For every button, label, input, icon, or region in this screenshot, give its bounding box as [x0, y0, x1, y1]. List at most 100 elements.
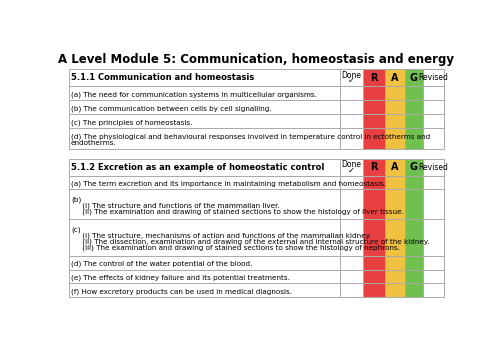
Text: (ii) The examination and drawing of stained sections to show the histology of li: (ii) The examination and drawing of stai… [71, 208, 404, 215]
Text: ✓: ✓ [348, 166, 355, 175]
Text: (e) The effects of kidney failure and its potential treatments.: (e) The effects of kidney failure and it… [71, 275, 290, 281]
Bar [423, 86, 444, 100]
Bar [68, 219, 444, 256]
Bar [68, 114, 444, 128]
Text: (f) How excretory products can be used in medical diagnosis.: (f) How excretory products can be used i… [71, 288, 292, 295]
Bar [405, 86, 423, 100]
Bar [340, 219, 363, 256]
Text: G: G [410, 73, 418, 83]
Bar [385, 175, 405, 190]
Bar [405, 114, 423, 128]
Bar [385, 283, 405, 297]
Text: (d) The physiological and behavioural responses involved in temperature control : (d) The physiological and behavioural re… [71, 134, 430, 140]
Bar [405, 190, 423, 219]
Bar [363, 128, 385, 149]
Text: R: R [370, 73, 378, 83]
Bar [423, 69, 444, 86]
Bar [363, 69, 385, 86]
Bar [405, 219, 423, 256]
Text: Done: Done [342, 71, 361, 80]
Bar [340, 175, 363, 190]
Bar [340, 100, 363, 114]
Bar [385, 114, 405, 128]
Bar [68, 100, 444, 114]
Bar [405, 256, 423, 269]
Text: (c) The principles of homeostasis.: (c) The principles of homeostasis. [71, 119, 192, 126]
Bar [423, 114, 444, 128]
Bar [405, 128, 423, 149]
Bar [340, 256, 363, 269]
Text: G: G [410, 162, 418, 172]
Text: ✓: ✓ [348, 76, 355, 85]
Bar [68, 158, 444, 175]
Bar [68, 269, 444, 283]
Bar [363, 158, 385, 175]
Bar [385, 69, 405, 86]
Bar [363, 269, 385, 283]
Bar [405, 283, 423, 297]
Bar [423, 128, 444, 149]
Bar [68, 283, 340, 297]
Bar [363, 190, 385, 219]
Bar [340, 158, 363, 175]
Text: (b) The communication between cells by cell signalling.: (b) The communication between cells by c… [71, 105, 272, 112]
Bar [363, 114, 385, 128]
Bar [68, 100, 340, 114]
Bar [423, 256, 444, 269]
Bar [405, 158, 423, 175]
Bar [423, 100, 444, 114]
Bar [340, 128, 363, 149]
Bar [68, 86, 444, 100]
Text: (i) The structure and functions of the mammalian liver.: (i) The structure and functions of the m… [71, 202, 280, 209]
Bar [68, 190, 444, 219]
Text: Revised: Revised [418, 163, 448, 172]
Bar [68, 219, 340, 256]
Bar [385, 219, 405, 256]
Text: (b): (b) [71, 197, 82, 203]
Bar [68, 158, 444, 175]
Bar [385, 158, 405, 175]
Text: (a) The term excretion and its importance in maintaining metabolism and homeosta: (a) The term excretion and its importanc… [71, 181, 386, 187]
Text: Revised: Revised [418, 73, 448, 82]
Bar [68, 114, 340, 128]
Text: (i) The structure, mechanisms of action and functions of the mammalian kidney.: (i) The structure, mechanisms of action … [71, 233, 371, 239]
Text: Done: Done [342, 160, 361, 169]
Bar [340, 69, 363, 86]
Text: (d) The control of the water potential of the blood.: (d) The control of the water potential o… [71, 261, 252, 267]
Bar [68, 128, 444, 149]
Bar [68, 256, 340, 269]
Bar [405, 175, 423, 190]
Text: (a) The need for communication systems in multicellular organisms.: (a) The need for communication systems i… [71, 91, 317, 98]
Bar [385, 190, 405, 219]
Text: A: A [391, 162, 398, 172]
Bar [423, 219, 444, 256]
Bar [340, 283, 363, 297]
Bar [68, 283, 444, 297]
Bar [363, 86, 385, 100]
Bar [423, 175, 444, 190]
Bar [363, 256, 385, 269]
Bar [340, 86, 363, 100]
Text: (iii) The examination and drawing of stained sections to show the histology of n: (iii) The examination and drawing of sta… [71, 244, 400, 251]
Bar [423, 190, 444, 219]
Bar [363, 283, 385, 297]
Text: (ii) The dissection, examination and drawing of the external and internal struct: (ii) The dissection, examination and dra… [71, 238, 430, 245]
Bar [405, 69, 423, 86]
Bar [385, 269, 405, 283]
Bar [68, 256, 444, 269]
Bar [68, 175, 340, 190]
Bar [385, 128, 405, 149]
Text: 5.1.2 Excretion as an example of homeostatic control: 5.1.2 Excretion as an example of homeost… [71, 163, 324, 172]
Bar [405, 100, 423, 114]
Bar [68, 86, 340, 100]
Text: R: R [370, 162, 378, 172]
Bar [385, 256, 405, 269]
Bar [68, 69, 444, 86]
Text: endotherms.: endotherms. [71, 140, 117, 146]
Bar [68, 69, 444, 86]
Bar [68, 128, 340, 149]
Bar [363, 175, 385, 190]
Bar [385, 86, 405, 100]
Bar [340, 114, 363, 128]
Bar [423, 269, 444, 283]
